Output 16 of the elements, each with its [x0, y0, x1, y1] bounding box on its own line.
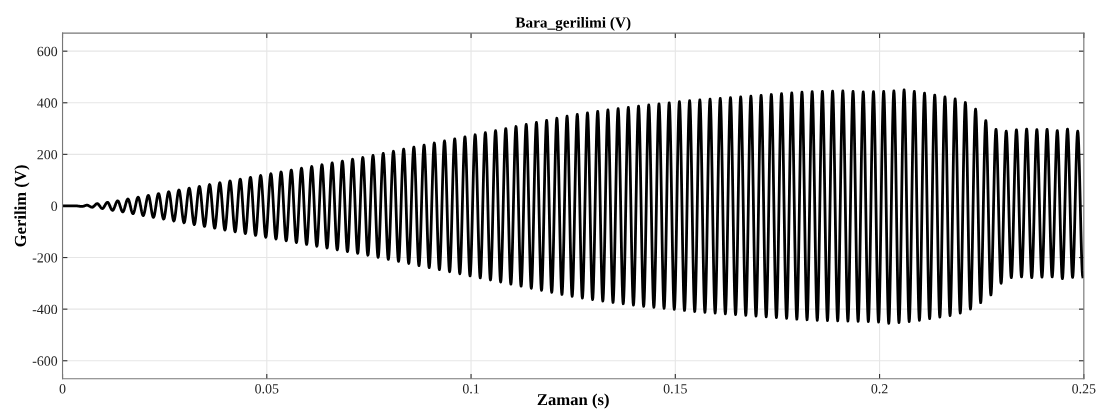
- y-tick-label: 400: [37, 98, 58, 108]
- y-axis-title: Gerilim (V): [14, 165, 30, 247]
- x-axis-title: Zaman (s): [537, 393, 609, 409]
- y-tick-label: -400: [32, 304, 58, 315]
- x-tick-label: 0.1: [462, 384, 479, 394]
- y-tick-label: 0: [51, 201, 58, 211]
- x-tick-label: 0.2: [871, 384, 888, 394]
- x-tick-label: 0.25: [1072, 384, 1096, 394]
- x-tick-label: 0.15: [663, 384, 687, 394]
- x-tick-label: 0.05: [255, 384, 279, 394]
- y-tick-label: 200: [37, 149, 58, 160]
- chart-title: Bara_gerilimi (V): [515, 16, 631, 31]
- y-tick-label: 600: [37, 46, 58, 57]
- y-tick-label: -600: [32, 356, 58, 366]
- y-tick-label: -200: [32, 253, 58, 263]
- x-tick-label: 0: [59, 384, 66, 394]
